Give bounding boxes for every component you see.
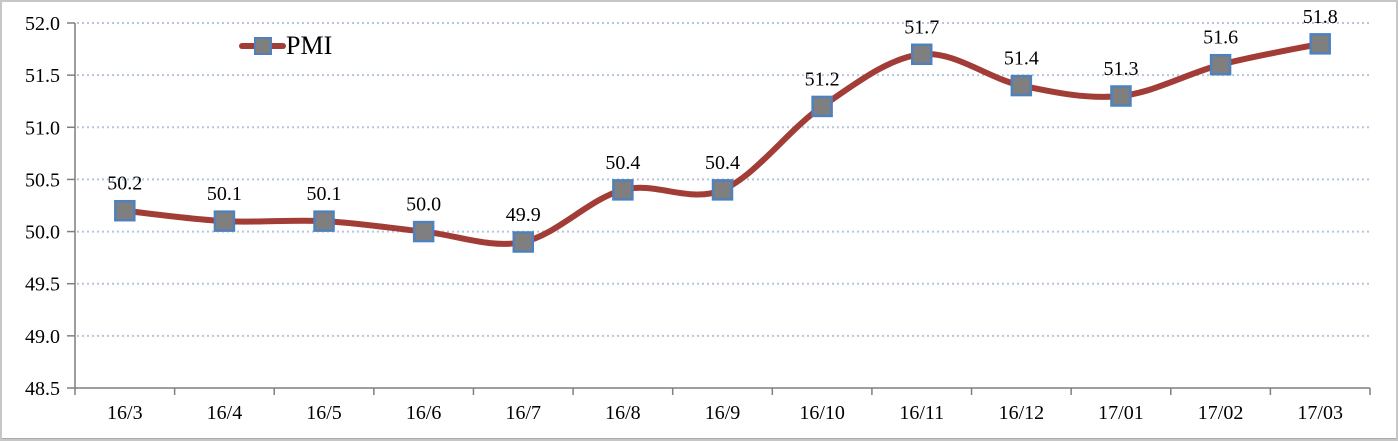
y-tick-label: 51.5 — [25, 65, 60, 87]
data-point-marker — [1209, 53, 1232, 76]
legend-swatch — [239, 33, 286, 59]
data-point-label: 51.2 — [805, 68, 840, 90]
x-tick-label: 17/01 — [1098, 402, 1144, 424]
data-point-marker — [412, 220, 435, 243]
data-point-label: 51.7 — [904, 16, 939, 38]
x-tick-label: 17/03 — [1297, 402, 1343, 424]
x-tick-label: 16/4 — [207, 402, 243, 424]
data-point-marker — [910, 43, 933, 66]
x-tick-label: 17/02 — [1198, 402, 1244, 424]
x-tick-label: 16/9 — [705, 402, 741, 424]
y-tick-label: 49.5 — [25, 274, 60, 296]
data-point-label: 51.8 — [1303, 6, 1338, 28]
y-tick-label: 51.0 — [25, 117, 60, 139]
data-point-marker — [711, 179, 734, 201]
x-tick-label: 16/6 — [406, 402, 442, 424]
x-tick-label: 16/3 — [107, 402, 143, 424]
data-point-marker — [512, 231, 535, 253]
data-point-marker — [114, 199, 136, 222]
data-point-label: 49.9 — [506, 204, 541, 226]
data-point-marker — [1110, 85, 1132, 107]
data-point-label: 51.3 — [1103, 58, 1138, 80]
data-point-marker — [811, 95, 833, 118]
x-tick-label: 16/5 — [306, 402, 342, 424]
data-point-marker — [612, 179, 634, 201]
x-tick-label: 16/12 — [999, 402, 1045, 424]
y-tick-label: 49.0 — [25, 326, 60, 348]
data-point-marker — [1010, 74, 1033, 97]
x-tick-label: 16/7 — [505, 402, 541, 424]
axes: 52.0 51.5 51.0 50.5 50.0 49.5 49.0 48.5 16/3 16/4… — [25, 13, 1371, 424]
data-point-label: 50.2 — [107, 173, 142, 195]
y-tick-label: 50.5 — [25, 169, 60, 191]
y-tick-label: 50.0 — [25, 222, 60, 244]
legend-marker-icon — [253, 37, 272, 55]
data-point-marker — [313, 210, 335, 232]
data-point-label: 50.0 — [406, 194, 441, 216]
data-labels: 50.2 50.1 50.1 50.0 49.9 50.4 50.4 51.2 51.7 51.4… — [107, 6, 1337, 226]
x-tick-label: 16/10 — [799, 402, 845, 424]
y-tick-label: 48.5 — [25, 378, 60, 400]
data-point-label: 50.1 — [207, 183, 242, 205]
x-tick-label: 16/11 — [899, 402, 944, 424]
data-point-label: 50.4 — [705, 152, 740, 174]
legend-label: PMI — [286, 31, 333, 60]
series-line — [121, 40, 1324, 247]
data-point-marker — [1309, 33, 1331, 55]
data-point-label: 51.6 — [1203, 27, 1238, 49]
legend: PMI — [239, 32, 332, 60]
data-point-label: 50.1 — [307, 183, 342, 205]
markers — [114, 33, 1331, 253]
x-tick-label: 16/8 — [605, 402, 641, 424]
data-point-label: 51.4 — [1004, 48, 1039, 70]
y-tick-label: 52.0 — [25, 13, 60, 35]
data-point-label: 50.4 — [605, 152, 640, 174]
data-point-marker — [213, 210, 236, 232]
